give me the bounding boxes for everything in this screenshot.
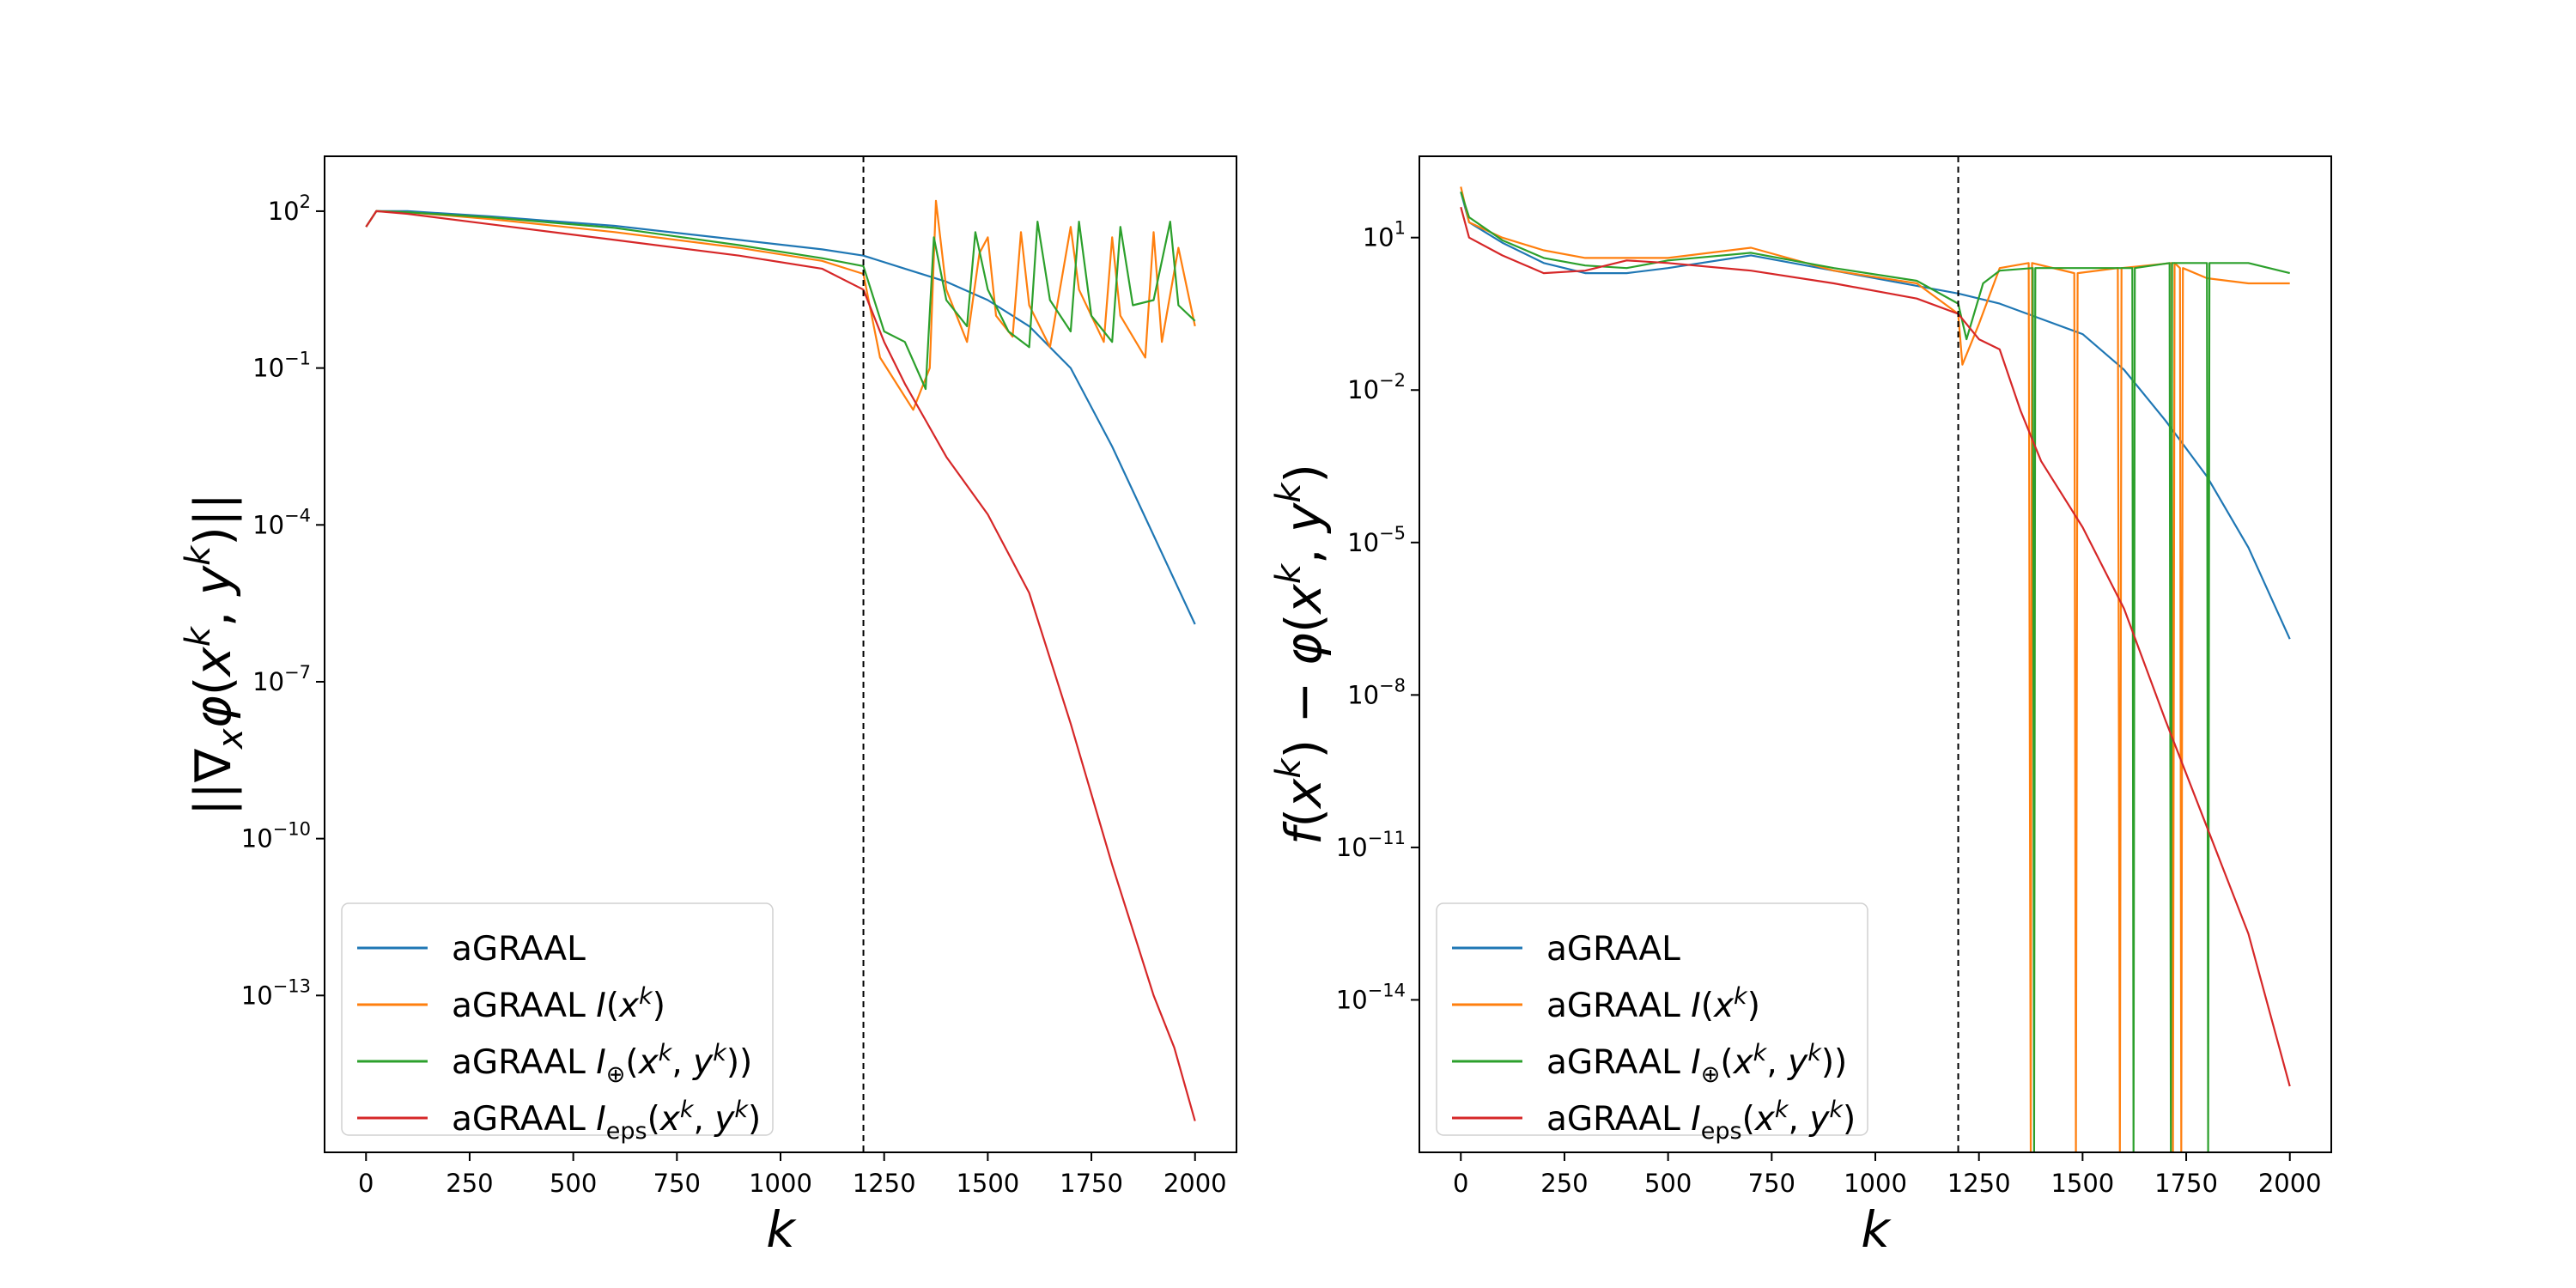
right-series-2 xyxy=(1460,191,2290,1152)
left-ylabel: ||∇xφ(xk, yk)|| xyxy=(179,493,251,816)
right-series-1 xyxy=(1460,186,2290,1152)
left-xtick-label: 0 xyxy=(358,1169,374,1198)
right-xlabel: k xyxy=(1861,1200,1892,1259)
right-legend: aGRAAL aGRAAL I(xk) aGRAAL I⊕(xk, yk)) aGRA… xyxy=(1436,902,1868,1145)
right-ytick-label: 101 xyxy=(1363,218,1406,252)
left-xtick-label: 1000 xyxy=(749,1169,812,1198)
right-ytick-label: 10−14 xyxy=(1336,980,1406,1014)
right-ytick-label: 10−2 xyxy=(1347,370,1406,404)
left-legend-label-0: aGRAAL xyxy=(452,930,586,969)
left-series-group xyxy=(365,199,1196,1121)
right-legend-label-2: aGRAAL I⊕(xk, yk)) xyxy=(1546,1040,1847,1088)
left-series-2 xyxy=(365,210,1196,391)
left-ytick-label: 10−10 xyxy=(241,819,311,854)
left-ytick-label: 10−13 xyxy=(241,975,311,1010)
svg-text:f(xk) − φ(xk, yk): f(xk) − φ(xk, yk) xyxy=(1269,464,1333,845)
left-xtick-label: 1250 xyxy=(853,1169,916,1198)
left-legend-label-2: aGRAAL I⊕(xk, yk)) xyxy=(452,1040,752,1088)
left-xtick-label: 2000 xyxy=(1163,1169,1227,1198)
right-xtick-label: 1000 xyxy=(1844,1169,1907,1198)
right-legend-label-3: aGRAAL Ieps(xk, yk) xyxy=(1546,1097,1856,1145)
svg-text:||∇xφ(xk, yk)||: ||∇xφ(xk, yk)|| xyxy=(179,493,251,816)
right-ytick-label: 10−8 xyxy=(1347,675,1406,709)
left-legend: aGRAAL aGRAAL I(xk) aGRAAL I⊕(xk, yk)) aGRA… xyxy=(341,902,774,1145)
left-xtick-label: 250 xyxy=(446,1169,493,1198)
left-ytick-label: 102 xyxy=(268,191,311,226)
right-xtick-label: 750 xyxy=(1748,1169,1795,1198)
left-ytick-label: 10−1 xyxy=(252,349,311,383)
left-xlabel: k xyxy=(766,1200,797,1259)
right-legend-label-1: aGRAAL I(xk) xyxy=(1546,983,1760,1025)
left-xtick-label: 500 xyxy=(550,1169,597,1198)
left-series-1 xyxy=(365,199,1196,411)
left-panel: 0 250 500 750 1000 1250 1500 1750 2000 102 10−1 10−… xyxy=(179,155,1237,1259)
right-xtick-label: 1750 xyxy=(2154,1169,2218,1198)
right-xtick-label: 500 xyxy=(1644,1169,1692,1198)
right-panel: 0 250 500 750 1000 1250 1500 1750 2000 101 10−2 10−… xyxy=(1269,155,2332,1259)
left-series-3 xyxy=(365,210,1196,1121)
left-xtick-label: 750 xyxy=(653,1169,701,1198)
left-legend-label-1: aGRAAL I(xk) xyxy=(452,983,665,1025)
left-xtick-label: 1500 xyxy=(956,1169,1019,1198)
right-legend-label-0: aGRAAL xyxy=(1546,930,1680,969)
left-series-0 xyxy=(365,210,1196,625)
left-ytick-label: 10−4 xyxy=(252,505,311,539)
left-xtick-label: 1750 xyxy=(1060,1169,1123,1198)
right-xtick-label: 2000 xyxy=(2258,1169,2322,1198)
right-xtick-label: 1250 xyxy=(1947,1169,2011,1198)
left-ytick-label: 10−7 xyxy=(252,662,311,696)
right-xtick-label: 1500 xyxy=(2050,1169,2114,1198)
right-ylabel: f(xk) − φ(xk, yk) xyxy=(1269,464,1333,845)
right-series-0 xyxy=(1460,191,2291,640)
right-xtick-label: 0 xyxy=(1453,1169,1468,1198)
right-ytick-label: 10−5 xyxy=(1347,523,1406,557)
right-ytick-label: 10−11 xyxy=(1336,828,1406,862)
left-legend-label-3: aGRAAL Ieps(xk, yk) xyxy=(452,1097,761,1145)
right-xtick-label: 250 xyxy=(1540,1169,1588,1198)
